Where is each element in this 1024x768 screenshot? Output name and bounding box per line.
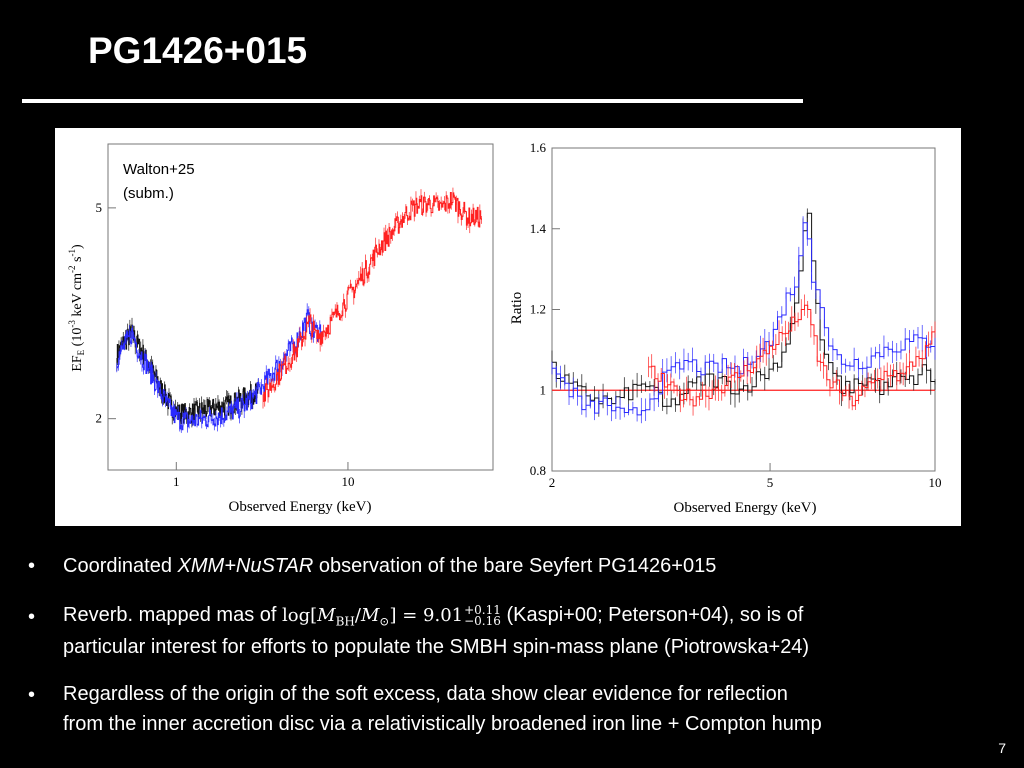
series-nustar-red: [262, 187, 482, 409]
bullet-1-italic: XMM+NuSTAR: [177, 555, 314, 577]
bullet-2-line-1: Reverb. mapped mas of log[MBH/M⊙] = 9.01…: [63, 600, 803, 637]
ytick-label-1.2: 1.2: [530, 302, 546, 317]
spectrum-frame: [107, 143, 494, 471]
mass-formula: log[MBH/M⊙] = 9.01 +0.11 −0.16: [282, 603, 501, 629]
xtick-label-2: 2: [549, 475, 556, 490]
right-xlabel: Observed Energy (keV): [673, 500, 816, 516]
bullet-marker-3: •: [28, 684, 36, 706]
ytick-label-5: 5: [96, 200, 103, 215]
ratio-panel: 2 5 100.811.21.41.6 Observed Energy (keV) …: [509, 140, 942, 516]
series-blue: [551, 216, 936, 424]
annotation-walton: Walton+25: [123, 161, 195, 178]
xtick-label-10: 10: [341, 474, 354, 489]
bullet-3-line-2: from the inner accretion disc via a rela…: [63, 713, 822, 735]
title-underline: [22, 99, 803, 103]
bullet-1-text: Coordinated XMM+NuSTAR observation of th…: [63, 551, 716, 581]
series-line-2: [648, 304, 936, 407]
series-red: [648, 294, 936, 416]
ytick-label-1.6: 1.6: [530, 140, 547, 155]
left-ylabel: EFE (10-3 keV cm-2 s-1): [67, 244, 86, 372]
left-xlabel: Observed Energy (keV): [228, 499, 371, 515]
bullet-2-pre: Reverb. mapped mas of: [63, 604, 282, 626]
bullet-3-line-1: Regardless of the origin of the soft exc…: [63, 683, 788, 705]
bullet-2-post: (Kaspi+00; Peterson+04), so is of: [500, 604, 804, 626]
series-line-1: [552, 222, 936, 416]
xtick-label-10: 10: [929, 475, 942, 490]
xtick-label-1: 1: [173, 474, 180, 489]
ratio-frame: [551, 147, 936, 472]
bullet-2-line-2: particular interest for efforts to popul…: [63, 636, 810, 658]
bullet-1-pre: Coordinated: [63, 555, 178, 577]
ytick-label-2: 2: [96, 411, 103, 426]
series-xmm-blue: [116, 303, 322, 433]
page-number: 7: [998, 740, 1006, 756]
ytick-label-1: 1: [540, 382, 547, 397]
bullet-marker-2: •: [28, 606, 36, 628]
series-line-2: [263, 192, 482, 402]
bullet-1-post: observation of the bare Seyfert PG1426+0…: [313, 555, 717, 577]
right-ylabel: Ratio: [509, 292, 525, 325]
bullet-marker-1: •: [28, 555, 36, 577]
series-line-1: [116, 309, 322, 431]
slide-title: PG1426+015: [88, 30, 308, 71]
figure-panel: 1 10 2 5 Walton+25 (subm.) Observed Energy …: [55, 128, 961, 526]
ytick-label-0.8: 0.8: [530, 463, 546, 478]
ytick-label-1.4: 1.4: [530, 221, 547, 236]
xtick-label-5: 5: [767, 475, 774, 490]
spectrum-panel: 1 10 2 5 Walton+25 (subm.) Observed Energy …: [67, 143, 494, 515]
spectral-figure: 1 10 2 5 Walton+25 (subm.) Observed Energy …: [67, 140, 942, 516]
annotation-subm: (subm.): [123, 185, 174, 202]
